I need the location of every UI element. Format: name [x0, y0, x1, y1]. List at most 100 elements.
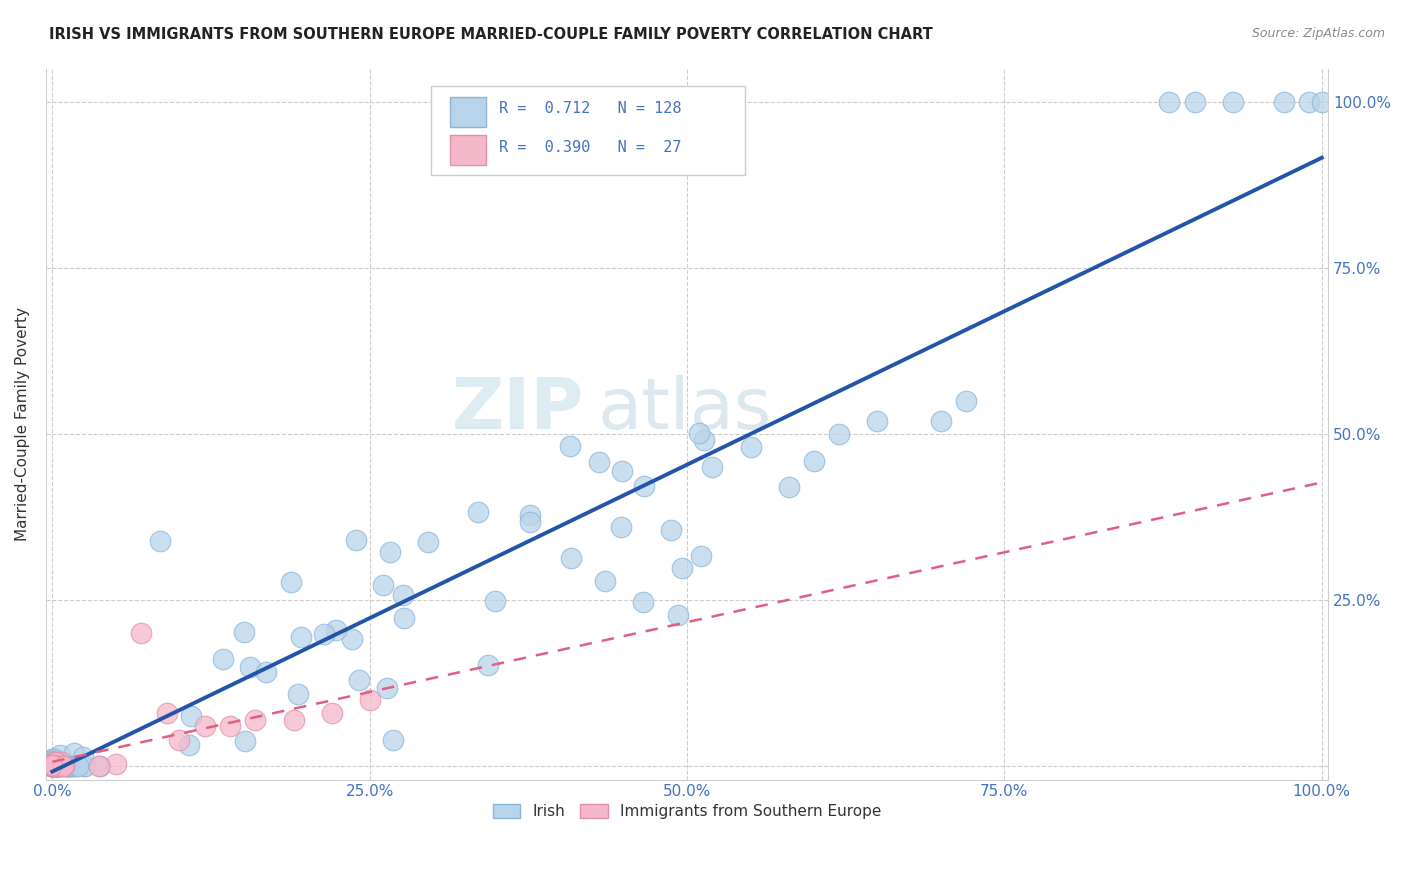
Point — [41, 759, 63, 773]
Point — [45, 759, 67, 773]
Point — [45, 759, 67, 773]
Point — [41, 756, 63, 770]
Point — [392, 611, 415, 625]
Point — [1159, 95, 1181, 109]
Point — [42, 759, 65, 773]
Point — [381, 732, 404, 747]
Point — [254, 665, 277, 680]
Point — [1184, 95, 1206, 109]
Point — [42, 757, 65, 772]
Point — [671, 561, 693, 575]
Point — [46, 758, 69, 772]
Point — [1272, 95, 1295, 109]
Point — [347, 673, 370, 687]
Text: ZIP: ZIP — [453, 376, 585, 444]
Point — [42, 758, 65, 772]
Point — [53, 759, 76, 773]
Point — [41, 759, 63, 773]
Point — [519, 515, 541, 529]
Point — [59, 759, 82, 773]
Point — [41, 756, 63, 771]
Y-axis label: Married-Couple Family Poverty: Married-Couple Family Poverty — [15, 307, 30, 541]
Point — [58, 759, 80, 773]
Point — [44, 758, 66, 772]
Point — [179, 738, 201, 752]
Point — [41, 759, 63, 773]
Point — [418, 535, 440, 549]
Point — [233, 624, 256, 639]
Text: Source: ZipAtlas.com: Source: ZipAtlas.com — [1251, 27, 1385, 40]
Point — [89, 758, 111, 772]
Text: R =  0.712   N = 128: R = 0.712 N = 128 — [499, 101, 681, 116]
Point — [828, 427, 851, 442]
Point — [44, 759, 66, 773]
Point — [588, 455, 610, 469]
Point — [180, 709, 202, 723]
Point — [233, 733, 256, 747]
Text: R =  0.390   N =  27: R = 0.390 N = 27 — [499, 139, 681, 154]
Point — [44, 759, 66, 773]
Point — [89, 759, 111, 773]
Point — [45, 756, 67, 770]
Point — [45, 753, 67, 767]
Point — [42, 751, 65, 765]
Point — [105, 756, 128, 771]
Point — [41, 759, 63, 773]
Point — [49, 755, 72, 769]
Point — [477, 657, 499, 672]
FancyBboxPatch shape — [430, 87, 745, 175]
Point — [42, 758, 65, 772]
Point — [668, 607, 690, 622]
Point — [41, 757, 63, 772]
Point — [44, 757, 66, 772]
Point — [41, 751, 63, 765]
Point — [778, 480, 800, 494]
Point — [42, 759, 65, 773]
Point — [155, 706, 177, 720]
Point — [612, 464, 634, 478]
Point — [55, 759, 77, 773]
Point — [1298, 95, 1320, 109]
Point — [359, 693, 381, 707]
Point — [42, 757, 65, 772]
Point — [73, 758, 96, 772]
Point — [290, 630, 312, 644]
Point — [609, 520, 631, 534]
Point — [1222, 95, 1244, 109]
Bar — [450, 97, 485, 127]
Point — [46, 757, 69, 772]
Point — [41, 757, 63, 772]
Point — [560, 551, 582, 566]
Point — [41, 759, 63, 773]
Point — [41, 759, 63, 773]
Point — [44, 757, 66, 772]
Point — [245, 713, 267, 727]
Point — [371, 578, 394, 592]
Point — [44, 759, 66, 773]
Bar — [450, 136, 485, 165]
Point — [49, 747, 72, 762]
Point — [344, 533, 367, 547]
Point — [519, 508, 541, 523]
Point — [44, 757, 66, 772]
Point — [740, 440, 762, 454]
Point — [46, 758, 69, 772]
Point — [375, 681, 398, 695]
Point — [41, 758, 63, 772]
Point — [45, 759, 67, 773]
Point — [149, 534, 172, 549]
Text: atlas: atlas — [598, 376, 772, 444]
Point — [41, 752, 63, 766]
Point — [52, 759, 75, 773]
Point — [41, 758, 63, 772]
Point — [67, 759, 90, 773]
Point — [340, 632, 363, 647]
Point — [593, 574, 616, 588]
Point — [46, 759, 69, 773]
Point — [49, 757, 72, 772]
Point — [239, 660, 262, 674]
Point — [688, 425, 710, 440]
Point — [44, 758, 66, 772]
Point — [929, 414, 952, 428]
Point — [129, 626, 152, 640]
